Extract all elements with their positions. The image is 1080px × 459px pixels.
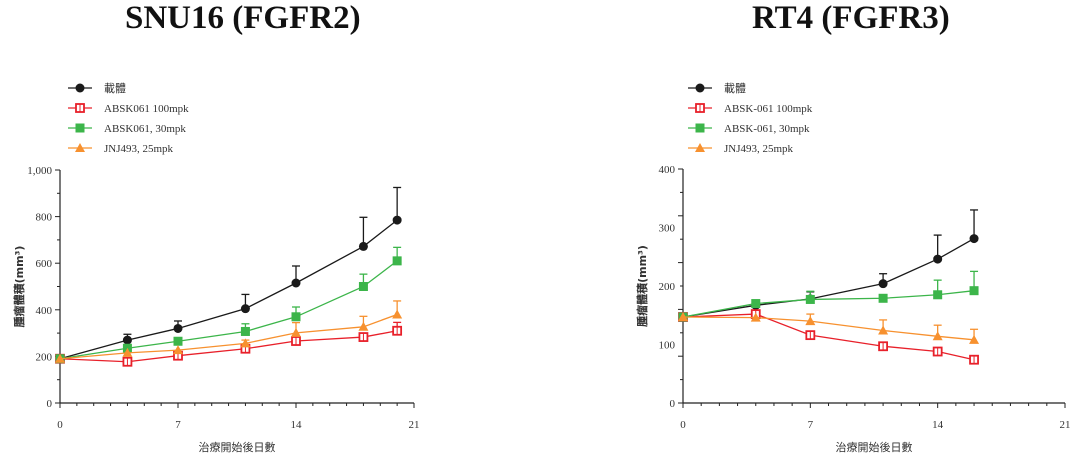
legend-label: ABSK-061, 30mpk [724, 123, 810, 135]
data-point [805, 316, 816, 326]
data-point [933, 290, 943, 300]
y-tick-label: 800 [36, 212, 53, 224]
data-point [358, 241, 368, 251]
legend-label: JNJ493, 25mpk [724, 143, 794, 155]
y-tick-label: 400 [659, 164, 676, 176]
legend-label: JNJ493, 25mpk [104, 143, 174, 155]
data-point [969, 286, 979, 296]
y-tick-label: 300 [659, 223, 676, 235]
x-tick-label: 0 [57, 419, 63, 431]
data-point [291, 312, 301, 322]
data-point [969, 334, 980, 344]
data-point [240, 304, 250, 314]
x-tick-label: 21 [1060, 419, 1071, 431]
y-tick-label: 1,000 [27, 165, 52, 177]
x-tick-label: 7 [808, 419, 814, 431]
data-point [173, 323, 183, 333]
legend-marker [695, 83, 705, 93]
chart-title-right: RT4 (FGFR3) [752, 0, 950, 36]
data-point [751, 299, 761, 309]
x-tick-label: 21 [409, 419, 420, 431]
data-point [358, 321, 369, 331]
x-tick-label: 7 [175, 419, 181, 431]
y-tick-label: 0 [670, 398, 676, 410]
series-line [682, 290, 975, 318]
data-point [878, 325, 889, 335]
y-tick-label: 400 [36, 305, 53, 317]
x-tick-label: 0 [680, 419, 686, 431]
series-line [682, 313, 975, 361]
data-point [678, 312, 688, 322]
data-point [392, 215, 402, 225]
legend-marker [75, 83, 85, 93]
legend-marker [695, 143, 705, 152]
data-point [969, 234, 979, 244]
series-line [682, 316, 975, 341]
data-point [122, 335, 132, 345]
data-point [122, 347, 133, 357]
data-point [173, 336, 183, 346]
data-point [358, 282, 368, 291]
data-point [805, 294, 815, 304]
data-point [392, 256, 402, 266]
legend-marker [695, 123, 705, 133]
data-point [291, 327, 301, 337]
legend-label: 載體 [104, 82, 126, 95]
data-point [878, 293, 888, 303]
y-tick-label: 100 [659, 340, 676, 352]
data-point [750, 312, 761, 322]
series-line [59, 260, 398, 360]
series-line [59, 313, 398, 360]
data-point [240, 338, 251, 348]
series-line [682, 238, 975, 318]
series-line [59, 330, 398, 363]
y-axis-label: 腫瘤體積(mm³) [635, 245, 649, 327]
x-axis-label: 治療開始後日數 [199, 440, 276, 454]
y-axis-label: 腫瘤體積(mm³) [12, 246, 26, 328]
legend-label: ABSK-061 100mpk [724, 103, 813, 115]
legend-marker [75, 143, 85, 152]
data-point [392, 309, 403, 319]
x-axis-label: 治療開始後日數 [836, 440, 913, 454]
legend-label: ABSK061 100mpk [104, 103, 189, 115]
y-tick-label: 200 [36, 351, 53, 363]
y-tick-label: 200 [659, 281, 676, 293]
data-point [291, 278, 301, 288]
y-tick-label: 0 [47, 398, 53, 410]
x-tick-label: 14 [291, 419, 303, 431]
data-point [240, 326, 250, 336]
data-point [878, 279, 888, 289]
legend-marker [75, 123, 85, 133]
x-tick-label: 14 [932, 419, 944, 431]
y-tick-label: 600 [36, 258, 53, 270]
chart-title-left: SNU16 (FGFR2) [125, 0, 361, 36]
data-point [55, 353, 65, 363]
data-point [933, 254, 943, 264]
legend-label: 載體 [724, 82, 746, 95]
legend-label: ABSK061, 30mpk [104, 123, 186, 135]
data-point [173, 345, 183, 355]
data-point [932, 331, 943, 341]
